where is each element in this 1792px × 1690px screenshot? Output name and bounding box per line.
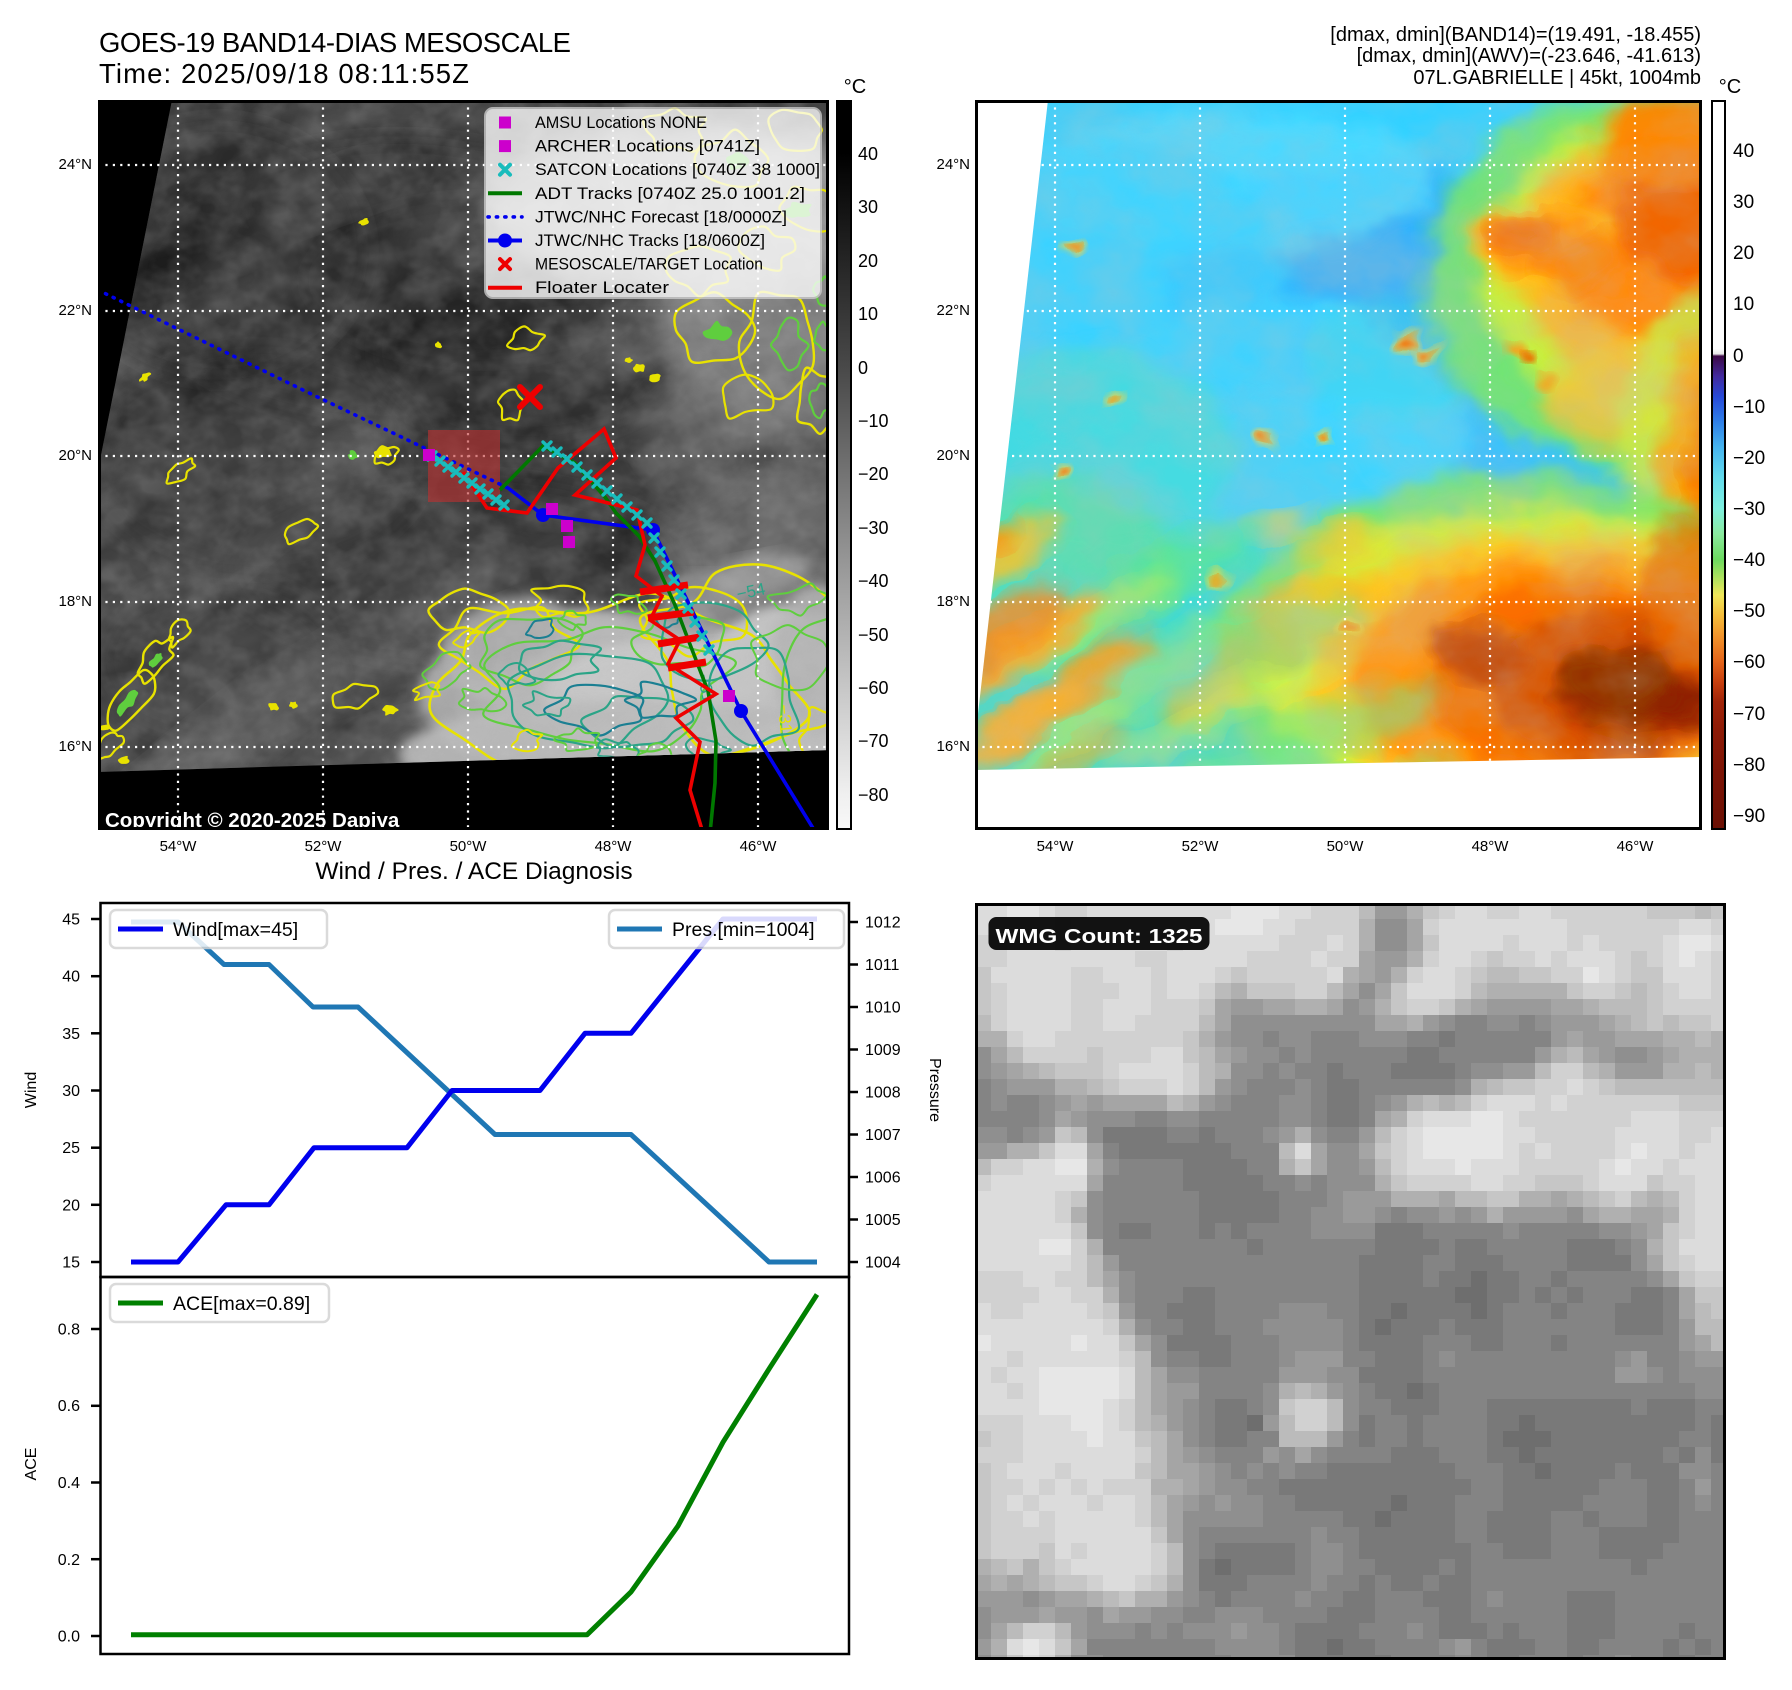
svg-text:0.0: 0.0 bbox=[58, 1629, 80, 1646]
svg-text:ARCHER Locations [0741Z]: ARCHER Locations [0741Z] bbox=[535, 138, 760, 156]
svg-text:JTWC/NHC Tracks [18/0600Z]: JTWC/NHC Tracks [18/0600Z] bbox=[535, 232, 765, 250]
svg-text:ADT Tracks [0740Z 25.0 1001.2]: ADT Tracks [0740Z 25.0 1001.2] bbox=[535, 185, 805, 203]
svg-text:0.2: 0.2 bbox=[58, 1552, 80, 1569]
svg-text:40: 40 bbox=[62, 969, 80, 986]
svg-text:0.4: 0.4 bbox=[58, 1475, 80, 1492]
svg-text:1004: 1004 bbox=[865, 1255, 901, 1272]
svg-text:ACE: ACE bbox=[23, 1448, 40, 1481]
svg-text:1008: 1008 bbox=[865, 1085, 901, 1102]
svg-text:Pres.[min=1004]: Pres.[min=1004] bbox=[672, 919, 815, 941]
svg-text:AMSU Locations NONE: AMSU Locations NONE bbox=[535, 114, 707, 132]
svg-text:25: 25 bbox=[62, 1140, 80, 1157]
svg-text:45: 45 bbox=[62, 912, 80, 929]
svg-text:20: 20 bbox=[62, 1197, 80, 1214]
svg-text:1007: 1007 bbox=[865, 1127, 901, 1144]
svg-text:1010: 1010 bbox=[865, 1000, 901, 1017]
svg-text:ACE[max=0.89]: ACE[max=0.89] bbox=[173, 1293, 310, 1315]
svg-text:30: 30 bbox=[62, 1083, 80, 1100]
svg-text:Copyright © 2020-2025 Dapiya: Copyright © 2020-2025 Dapiya bbox=[105, 809, 400, 830]
svg-text:1012: 1012 bbox=[865, 915, 901, 932]
svg-text:1005: 1005 bbox=[865, 1212, 901, 1229]
svg-text:JTWC/NHC Forecast [18/0000Z]: JTWC/NHC Forecast [18/0000Z] bbox=[535, 208, 787, 226]
svg-text:35: 35 bbox=[62, 1026, 80, 1043]
svg-text:−31: −31 bbox=[774, 704, 795, 734]
svg-text:MESOSCALE/TARGET Location: MESOSCALE/TARGET Location bbox=[535, 256, 763, 274]
svg-text:1009: 1009 bbox=[865, 1042, 901, 1059]
svg-text:0.8: 0.8 bbox=[58, 1322, 80, 1339]
svg-text:1006: 1006 bbox=[865, 1170, 901, 1187]
svg-text:Wind: Wind bbox=[23, 1072, 40, 1108]
svg-text:15: 15 bbox=[62, 1255, 80, 1272]
svg-text:0.6: 0.6 bbox=[58, 1398, 80, 1415]
svg-text:Wind[max=45]: Wind[max=45] bbox=[173, 919, 298, 941]
svg-text:1011: 1011 bbox=[865, 957, 900, 974]
svg-text:Floater Locater: Floater Locater bbox=[535, 279, 670, 297]
svg-text:SATCON Locations [0740Z 38 100: SATCON Locations [0740Z 38 1000] bbox=[535, 161, 820, 179]
svg-text:Pressure: Pressure bbox=[926, 1058, 943, 1122]
svg-text:WMG Count: 1325: WMG Count: 1325 bbox=[996, 925, 1203, 948]
